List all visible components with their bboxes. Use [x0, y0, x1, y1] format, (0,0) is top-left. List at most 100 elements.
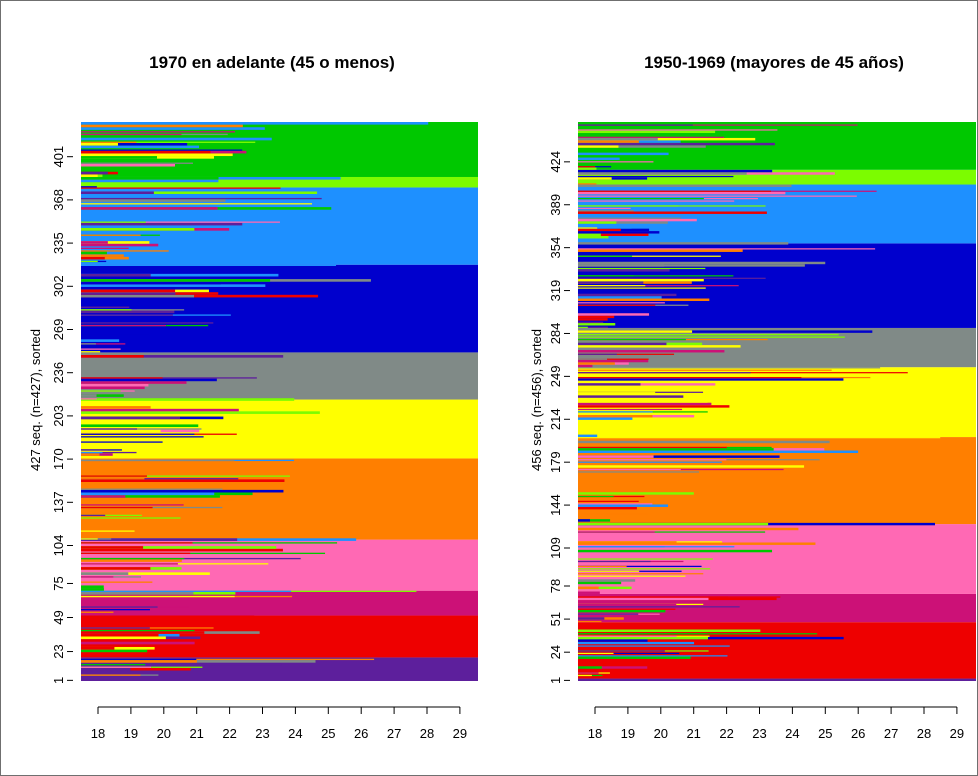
sequence-segment: [578, 353, 617, 355]
sequence-segment: [81, 538, 238, 541]
sequence-segment: [81, 273, 151, 277]
sequence-segment: [81, 309, 185, 311]
sequence-segment: [81, 667, 131, 671]
sequence-segment: [578, 603, 677, 605]
sequence-segment: [81, 174, 98, 177]
sequence-segment: [81, 572, 129, 575]
sequence-segment: [578, 613, 639, 615]
x-tick-label: 27: [884, 726, 898, 741]
sequence-segment: [81, 351, 101, 353]
sequence-segment: [81, 294, 319, 298]
sequence-segment: [578, 330, 693, 333]
sequence-segment: [81, 234, 141, 236]
sequence-segment: [81, 660, 316, 663]
sequence-segment: [578, 221, 617, 224]
sequence-segment: [81, 428, 202, 430]
sequence-segment: [81, 292, 176, 295]
x-tick-label: 23: [255, 726, 269, 741]
sequence-segment: [81, 222, 243, 226]
sequence-segment: [81, 567, 151, 570]
sequence-segment: [578, 166, 596, 168]
sequence-segment: [578, 367, 881, 369]
sequence-segment: [578, 672, 599, 674]
state-band-10: [81, 176, 478, 188]
y-tick-label: 319: [548, 280, 563, 302]
x-tick-label: 28: [420, 726, 434, 741]
sequence-segment: [81, 306, 225, 308]
sequence-segment: [578, 298, 710, 301]
y-tick-label: 170: [51, 448, 66, 470]
sequence-segment: [81, 306, 130, 308]
sequence-segment: [578, 359, 649, 363]
sequence-segment: [81, 122, 429, 125]
sequence-segment: [81, 394, 97, 397]
sequence-segment: [578, 503, 653, 505]
sequence-segment: [578, 639, 648, 642]
sequence-segment: [578, 581, 622, 585]
x-tick-label: 25: [818, 726, 832, 741]
sequence-segment: [81, 400, 424, 404]
sequence-segment: [81, 191, 318, 195]
sequence-segment: [81, 679, 112, 681]
sequence-segment: [81, 424, 199, 428]
sequence-segment: [578, 269, 670, 272]
sequence-segment: [81, 629, 195, 632]
sequence-segment: [578, 137, 658, 141]
sequence-segment: [578, 549, 773, 553]
sequence-segment: [81, 394, 124, 397]
sequence-segment: [578, 248, 876, 250]
y-tick-label: 389: [548, 194, 563, 216]
sequence-segment: [578, 350, 725, 353]
sequence-segment: [578, 506, 637, 510]
sequence-segment: [81, 451, 137, 454]
sequence-segment: [578, 606, 740, 608]
sequence-segment: [578, 167, 597, 170]
sequence-segment: [81, 228, 195, 231]
sequence-transitions: [578, 124, 941, 677]
sequence-segment: [81, 646, 155, 650]
sequence-segment: [81, 660, 197, 663]
sequence-segment: [578, 336, 845, 338]
sequence-segment: [578, 399, 713, 401]
sequence-segment: [81, 243, 159, 247]
panel-right-title: 1950-1969 (mayores de 45 años): [644, 53, 904, 72]
sequence-segment: [578, 190, 772, 192]
sequence-segment: [578, 608, 676, 610]
sequence-segment: [81, 488, 223, 490]
sequence-segment: [578, 358, 649, 360]
sequence-segment: [81, 514, 106, 517]
sequence-segment: [81, 588, 104, 591]
panel-left: 1970 en adelante (45 o menos) 1 23 49 75 104…: [28, 53, 478, 741]
x-tick-label: 24: [288, 726, 302, 741]
sequence-segment: [81, 355, 284, 358]
sequence-segment: [81, 658, 375, 661]
sequence-segment: [81, 504, 184, 506]
sequence-segment: [81, 390, 121, 392]
sequence-segment: [578, 542, 816, 545]
sequence-segment: [578, 321, 591, 324]
sequence-segment: [578, 330, 873, 333]
sequence-segment: [81, 478, 239, 480]
sequence-segment: [81, 530, 135, 532]
sequence-segment: [81, 429, 161, 433]
sequence-segment: [578, 656, 691, 659]
sequence-segment: [81, 572, 210, 575]
sequence-segment: [578, 278, 704, 282]
sequence-segment: [81, 517, 181, 519]
sequence-segment: [578, 277, 766, 279]
sequence-segment: [81, 453, 100, 456]
sequence-segment: [578, 459, 727, 461]
sequence-segment: [81, 197, 322, 200]
sequence-segment: [578, 666, 602, 669]
sequence-segment: [578, 275, 634, 277]
sequence-segment: [578, 395, 684, 398]
sequence-segment: [578, 674, 592, 677]
sequence-segment: [578, 161, 654, 163]
sequence-segment: [81, 608, 150, 611]
panel-right: 1950-1969 (mayores de 45 años) 1 24 51 78 10…: [529, 53, 976, 741]
sequence-segment: [578, 345, 741, 348]
sequence-segment: [578, 255, 721, 257]
sequence-segment: [578, 513, 648, 515]
sequence-segment: [81, 142, 188, 146]
